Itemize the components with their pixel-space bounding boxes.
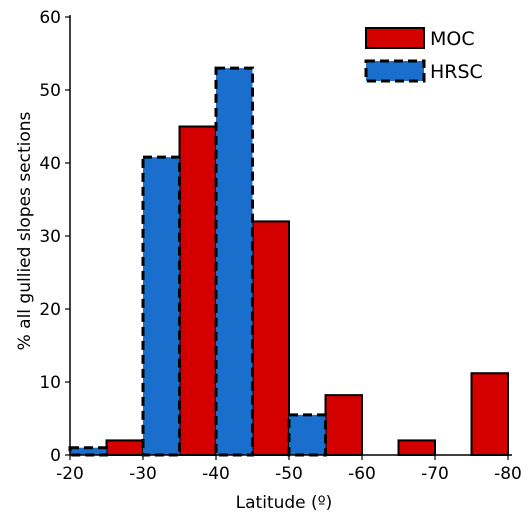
y-tick-label: 30 [39,227,61,247]
y-tick-label: 20 [39,300,61,320]
x-tick-label: -80 [494,464,522,484]
legend-swatch-hrsc [364,59,426,83]
bar-moc-5 [470,372,509,456]
bar-hrsc-2 [214,66,254,457]
bar-moc-4 [397,439,436,456]
bar-hrsc-3 [287,413,327,457]
bar-moc-3 [324,394,363,457]
y-tick-label: 10 [39,373,61,393]
x-tick-label: -30 [129,464,157,484]
bar-hrsc-1 [141,155,181,457]
legend-swatch-moc [365,27,425,49]
y-tick-label: 40 [39,154,61,174]
x-tick-label: -20 [56,464,84,484]
legend-label-hrsc: HRSC [430,61,483,83]
bar-moc-1 [178,125,217,456]
y-tick-label: 50 [39,81,61,101]
x-tick-label: -70 [421,464,449,484]
legend-label-moc: MOC [430,28,475,50]
bar-hrsc-0 [68,446,108,457]
legend: MOC HRSC [364,27,483,83]
bar-moc-0 [105,439,144,456]
x-axis-label: Latitude (º) [236,493,333,513]
y-tick-label: 60 [39,8,61,28]
y-axis-label: % all gullied slopes sections [15,111,35,350]
x-tick-label: -50 [275,464,303,484]
x-tick-label: -60 [348,464,376,484]
x-tick-label: -40 [202,464,230,484]
bar-moc-2 [251,220,290,456]
y-tick-label: 0 [50,446,61,466]
